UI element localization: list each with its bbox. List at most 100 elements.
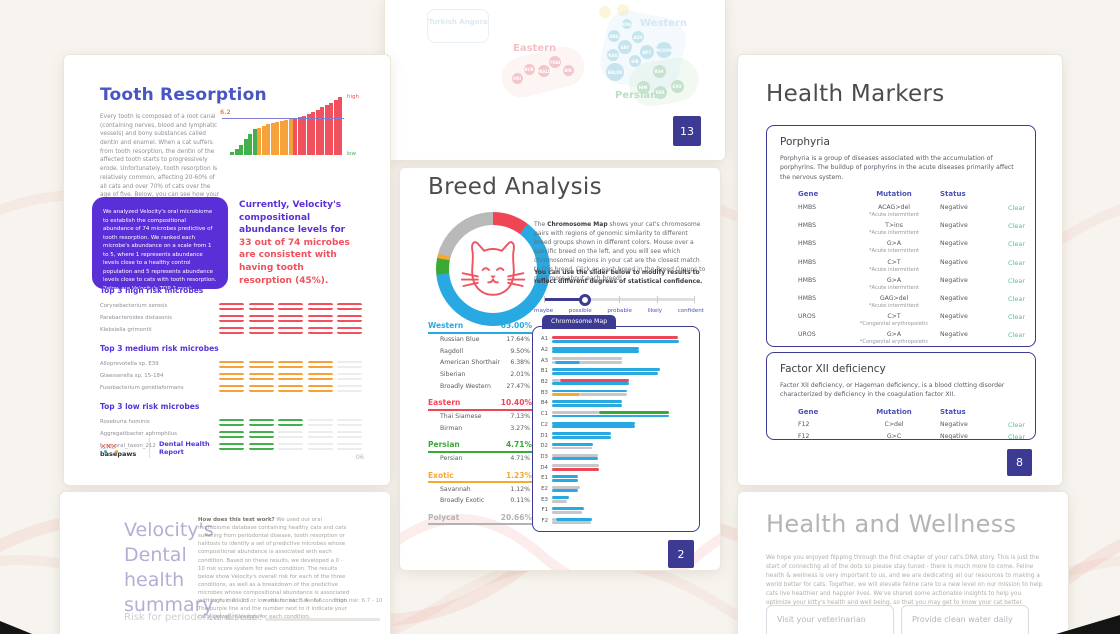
breed-group-western[interactable]: Western 63.00% <box>428 321 532 334</box>
chromosome-track <box>552 496 690 504</box>
chromosome-bar <box>552 371 690 375</box>
breed-group-eastern[interactable]: Eastern 10.40% <box>428 398 532 411</box>
breed-name: Broadly Exotic <box>440 497 485 505</box>
breed-row[interactable]: Savannah 1.12% <box>428 483 532 495</box>
decorative-dot <box>617 4 629 16</box>
abundance-bar-unit <box>278 418 303 426</box>
slider-label-maybe[interactable]: maybe <box>534 308 554 314</box>
breed-map-content: Turkish Angora Eastern ORI BUR PBALD THAI BIR… <box>385 0 725 160</box>
page-title: Health and Wellness <box>766 510 1017 538</box>
chromosome-bar <box>552 400 690 404</box>
breed-bubble-ash: ASH <box>632 31 644 43</box>
overall-risk-label: OVERALL RISK: <box>208 615 259 622</box>
risk-chart-bar <box>275 121 279 155</box>
breed-row[interactable]: Ragdoll 9.50% <box>428 345 532 357</box>
abundance-bar-unit <box>278 302 303 310</box>
chromosome-track <box>552 346 690 354</box>
breed-group-exotic[interactable]: Exotic 1.23% <box>428 471 532 484</box>
gene-table-row: HMBS G>A *Acute intermittent Negative Clear <box>780 237 1025 255</box>
abundance-bar-unit <box>307 360 333 368</box>
slider-label-probable[interactable]: probable <box>607 308 632 314</box>
confidence-slider-handle[interactable] <box>578 293 591 306</box>
breed-group-name: Exotic <box>428 470 454 480</box>
breed-row[interactable]: Persian 4.71% <box>428 453 532 465</box>
tab-chromosome-map[interactable]: Chromosome Map <box>542 315 617 329</box>
abundance-bar-unit <box>278 384 303 392</box>
breed-row[interactable]: Siberian 2.01% <box>428 369 532 381</box>
chromosome-track <box>552 335 690 343</box>
breed-row[interactable]: Thai Siamese 7.13% <box>428 411 532 423</box>
abundance-bar-unit <box>248 314 274 322</box>
breed-row[interactable]: Broadly Exotic 0.11% <box>428 495 532 507</box>
decorative-dot <box>599 6 611 18</box>
legend-low: low risk: 0 - 3.3 <box>208 598 250 604</box>
slider-label-possible[interactable]: possible <box>568 308 592 314</box>
clear-link[interactable]: Clear <box>1008 204 1025 213</box>
chromosome-track <box>552 517 690 525</box>
chromosome-segment <box>552 414 670 418</box>
breed-row[interactable]: American Shorthair 6.38% <box>428 357 532 369</box>
chromosome-bar <box>552 464 690 468</box>
clear-link[interactable]: Clear <box>1008 331 1025 340</box>
status-cell: Negative <box>940 240 968 248</box>
clear-link[interactable]: Clear <box>1008 432 1025 441</box>
chromosome-label: B2 <box>540 379 548 386</box>
breed-group-persian[interactable]: Persian 4.71% <box>428 440 532 453</box>
chromosome-label: C1 <box>540 411 548 418</box>
chromosome-bar <box>552 485 690 489</box>
risk-chart-bar <box>302 115 306 155</box>
status-cell: Negative <box>940 222 968 230</box>
breed-name: Ragdoll <box>440 347 464 355</box>
chromosome-segment <box>552 489 579 493</box>
photo-corner <box>0 621 32 634</box>
result-statement-highlight: 33 out of 74 microbes are consistent wit… <box>239 237 350 286</box>
chromosome-bar <box>552 521 690 525</box>
mutation-note: *Acute intermittent <box>868 248 920 255</box>
microbe-name: L_sp_oral_taxon_212 <box>100 443 156 449</box>
clear-link[interactable]: Clear <box>1008 240 1025 249</box>
chromosome-bar <box>552 510 690 514</box>
confidence-slider-track[interactable] <box>544 293 695 306</box>
page-number-badge: 13 <box>673 116 701 146</box>
slider-label-likely[interactable]: likely <box>647 308 663 314</box>
clear-link[interactable]: Clear <box>1008 276 1025 285</box>
microbe-row: Alloprevotella sp. E39 <box>100 358 362 370</box>
chromosome-segment <box>552 361 555 364</box>
chromosome-bar <box>552 467 690 471</box>
risk-chart-bar <box>234 149 239 155</box>
chromosome-segment <box>552 346 639 350</box>
high-axis-label: high <box>347 94 359 100</box>
clear-link[interactable]: Clear <box>1008 313 1025 322</box>
breed-row[interactable]: Broadly Western 27.47% <box>428 381 532 393</box>
slider-label-confident[interactable]: confident <box>677 308 704 314</box>
chromosome-track <box>552 367 690 375</box>
breed-bubble-ori: ORI <box>511 72 523 84</box>
chromosome-row: E1 <box>538 473 690 484</box>
status-cell: Negative <box>940 276 968 284</box>
chromosome-row: B1 <box>538 366 690 377</box>
breed-row[interactable]: Russian Blue 17.64% <box>428 334 532 346</box>
clear-link[interactable]: Clear <box>1008 421 1025 430</box>
col-mutation: Mutation <box>876 189 912 198</box>
clear-link[interactable]: Clear <box>1008 258 1025 267</box>
chromosome-segment <box>552 478 579 482</box>
breed-row[interactable]: Birman 3.27% <box>428 423 532 435</box>
chromosome-bar <box>552 357 690 361</box>
clear-link[interactable]: Clear <box>1008 295 1025 304</box>
breed-group-name: Persian <box>428 440 460 450</box>
page-dental-summary: Velocity's Dental health summary How doe… <box>60 492 390 634</box>
clear-link[interactable]: Clear <box>1008 222 1025 231</box>
chromosome-segment <box>598 410 670 414</box>
chromosome-segment <box>552 368 660 372</box>
breed-group-polycat[interactable]: Polycat 20.66% <box>428 513 532 526</box>
confidence-slider-labels: maybe possible probable likely confident <box>534 308 704 314</box>
gene-table-rows: HMBS ACAG>del *Acute intermittent Negative C… <box>780 201 1025 347</box>
breed-bubble-rblue: RBLUE <box>606 63 624 81</box>
abundance-bar-unit <box>219 360 244 368</box>
gene-cell: UROS <box>798 331 816 339</box>
chromosome-row: E2 <box>538 484 690 495</box>
abundance-bar-unit <box>219 418 244 426</box>
breed-bubble-ang: ANG <box>608 30 620 42</box>
chromosome-row: B3 <box>538 387 690 398</box>
analysis-callout-box: We analyzed Velocity's oral microbiome t… <box>92 197 228 309</box>
